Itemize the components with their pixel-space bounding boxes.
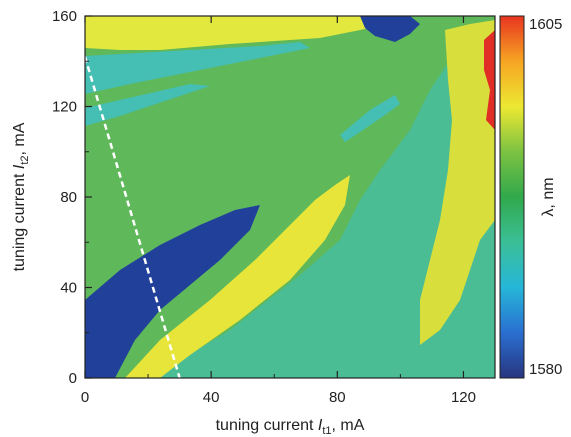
region-upper-left-yellow (85, 16, 400, 50)
heatmap (85, 16, 495, 378)
region-blue-band (85, 205, 260, 378)
x-axis-label: tuning current It1, mA (216, 417, 365, 437)
colorbar-max-label: 1605 (529, 16, 562, 33)
y-tick-label: 40 (60, 280, 77, 297)
y-axis-label: tuning current It2, mA (11, 122, 31, 271)
region-blue-band (360, 16, 420, 42)
region-lower-right (150, 30, 495, 378)
y-axis-ticks: 0 40 80 120 160 (52, 8, 92, 387)
x-tick-label: 80 (329, 389, 346, 406)
colorbar-min-label: 1580 (529, 361, 562, 378)
region-cyan-stripe (85, 42, 310, 94)
x-axis-ticks: 0 40 80 120 (81, 16, 476, 406)
y-tick-label: 160 (52, 8, 77, 25)
region-yellow-band (125, 175, 350, 378)
region-cyan-stripe (85, 84, 210, 126)
x-tick-label: 40 (203, 389, 220, 406)
x-tick-label: 0 (81, 389, 89, 406)
y-tick-label: 120 (52, 99, 77, 116)
region-right-yellow (420, 20, 495, 345)
colorbar-title: λ, nm (540, 177, 557, 216)
x-tick-label: 120 (451, 389, 476, 406)
region-red-edge (484, 30, 495, 130)
dashed-line (85, 56, 181, 378)
y-tick-label: 80 (60, 189, 77, 206)
y-tick-label: 0 (69, 370, 77, 387)
colorbar (499, 15, 525, 379)
region-cyan-stripe (340, 95, 400, 142)
